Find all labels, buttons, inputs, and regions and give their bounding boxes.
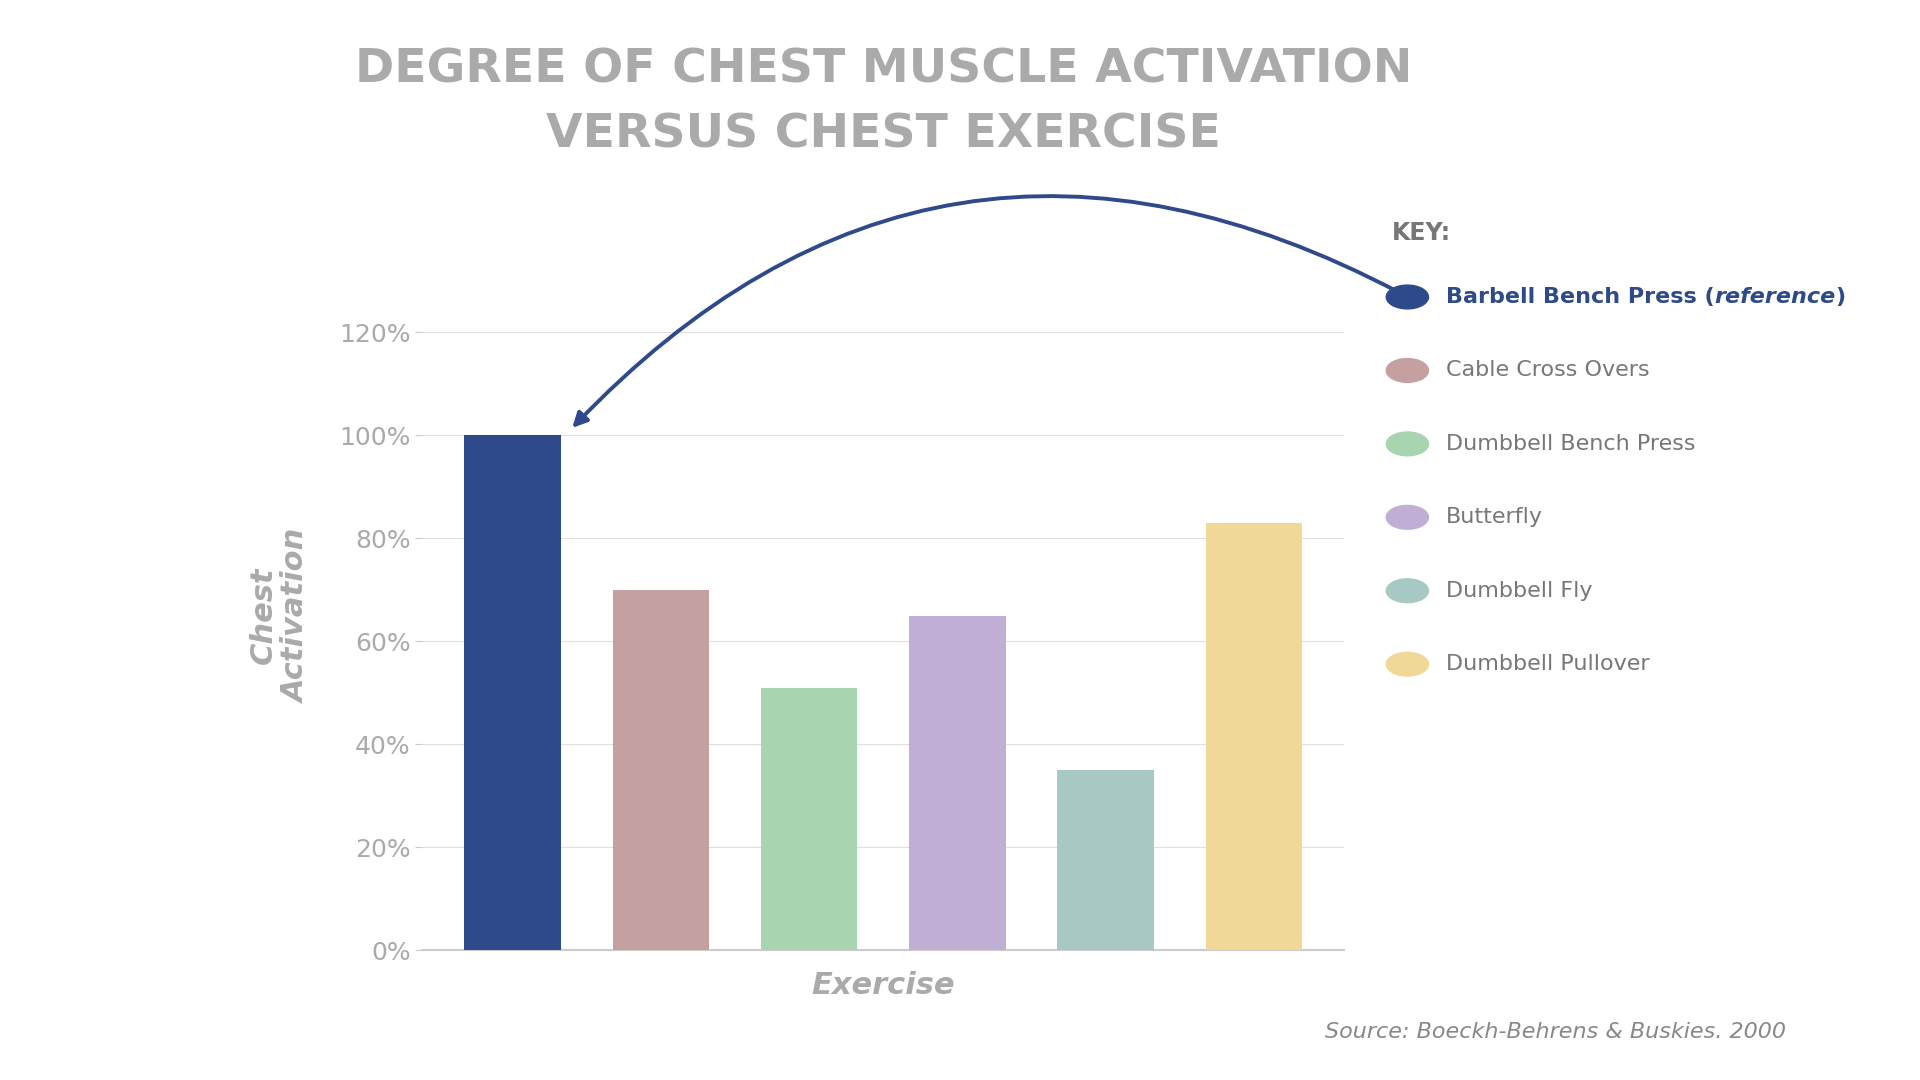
Bar bbox=[760, 688, 856, 950]
Text: KEY:: KEY: bbox=[1392, 221, 1452, 245]
Text: Dumbbell Fly: Dumbbell Fly bbox=[1446, 581, 1592, 600]
Bar bbox=[465, 435, 561, 950]
Y-axis label: Chest
Activation: Chest Activation bbox=[250, 528, 311, 703]
Text: VERSUS CHEST EXERCISE: VERSUS CHEST EXERCISE bbox=[545, 112, 1221, 158]
Bar bbox=[612, 590, 708, 950]
Text: Dumbbell Pullover: Dumbbell Pullover bbox=[1446, 654, 1649, 674]
Text: reference: reference bbox=[1715, 287, 1836, 307]
Bar bbox=[1058, 770, 1154, 950]
Text: Butterfly: Butterfly bbox=[1446, 508, 1544, 527]
Text: Source: Boeckh-Behrens & Buskies. 2000: Source: Boeckh-Behrens & Buskies. 2000 bbox=[1325, 1022, 1786, 1042]
Text: ): ) bbox=[1836, 287, 1845, 307]
Bar bbox=[1206, 523, 1302, 950]
Text: DEGREE OF CHEST MUSCLE ACTIVATION: DEGREE OF CHEST MUSCLE ACTIVATION bbox=[355, 48, 1411, 93]
X-axis label: Exercise: Exercise bbox=[812, 971, 954, 1000]
Bar bbox=[910, 616, 1006, 950]
Text: Dumbbell Bench Press: Dumbbell Bench Press bbox=[1446, 434, 1695, 454]
Text: Barbell Bench Press (: Barbell Bench Press ( bbox=[1446, 287, 1715, 307]
Text: Cable Cross Overs: Cable Cross Overs bbox=[1446, 361, 1649, 380]
